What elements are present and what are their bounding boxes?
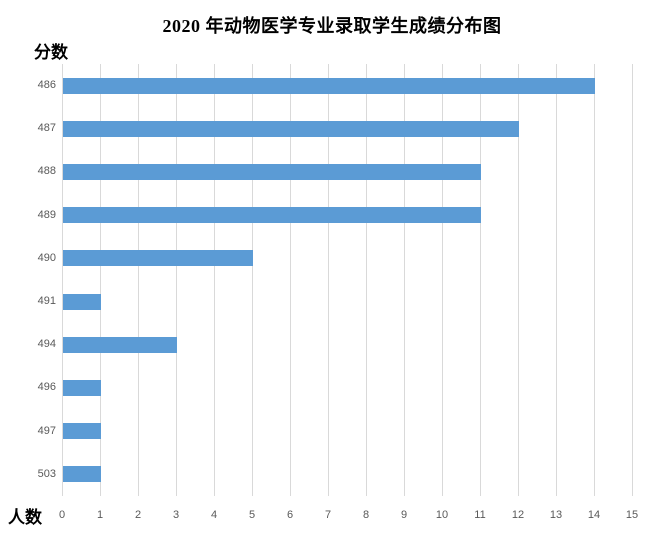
x-tick-label: 10 [435, 509, 449, 521]
y-category-label: 490 [37, 251, 56, 264]
y-axis-title: 分数 [34, 43, 68, 62]
y-category-label: 491 [37, 295, 56, 307]
x-tick-label: 11 [474, 509, 486, 521]
x-tick-label: 8 [362, 509, 370, 521]
y-category-label: 486 [37, 79, 56, 91]
x-tick-label: 0 [58, 509, 66, 521]
bar-494 [63, 336, 177, 353]
x-tick-label: 3 [172, 509, 180, 521]
x-tick-label: 12 [511, 509, 525, 521]
bar-488 [63, 164, 481, 180]
bar-486 [63, 77, 595, 94]
gridline [404, 64, 405, 496]
bar-497 [63, 423, 101, 440]
x-tick-label: 7 [324, 509, 332, 521]
gridline [518, 64, 519, 496]
bar-489 [63, 207, 481, 224]
gridline [594, 64, 595, 496]
gridline [556, 64, 557, 496]
x-tick-label: 6 [286, 509, 294, 521]
gridline [214, 64, 215, 496]
y-category-label: 488 [37, 165, 56, 178]
gridline [252, 64, 253, 496]
bar-496 [63, 380, 101, 396]
gridline [176, 64, 177, 496]
x-tick-label: 5 [248, 509, 256, 521]
gridline [480, 64, 481, 496]
bar-491 [63, 293, 101, 310]
y-category-label: 496 [37, 381, 56, 394]
gridline [442, 64, 443, 496]
bar-487 [63, 120, 519, 137]
bar-503 [63, 466, 101, 483]
y-category-label: 503 [37, 467, 56, 480]
plot-area [62, 64, 633, 496]
x-tick-label: 14 [587, 509, 601, 521]
x-tick-label: 9 [400, 509, 408, 521]
y-category-label: 497 [37, 424, 56, 437]
x-tick-label: 1 [96, 509, 104, 521]
x-axis-title: 人数 [8, 508, 42, 527]
gridline [100, 64, 101, 496]
gridline [290, 64, 291, 496]
x-tick-label: 15 [625, 509, 639, 521]
gridline [138, 64, 139, 496]
x-tick-label: 4 [210, 509, 218, 521]
x-tick-label: 2 [134, 509, 142, 521]
gridline [632, 64, 633, 496]
gridline [366, 64, 367, 496]
y-category-label: 487 [37, 122, 56, 135]
y-category-label: 494 [37, 338, 56, 351]
chart-title: 2020 年动物医学专业录取学生成绩分布图 [162, 16, 502, 36]
y-category-label: 489 [37, 208, 56, 221]
gridline [328, 64, 329, 496]
gridline [62, 64, 63, 496]
bar-490 [63, 250, 253, 267]
x-tick-label: 13 [549, 509, 563, 521]
